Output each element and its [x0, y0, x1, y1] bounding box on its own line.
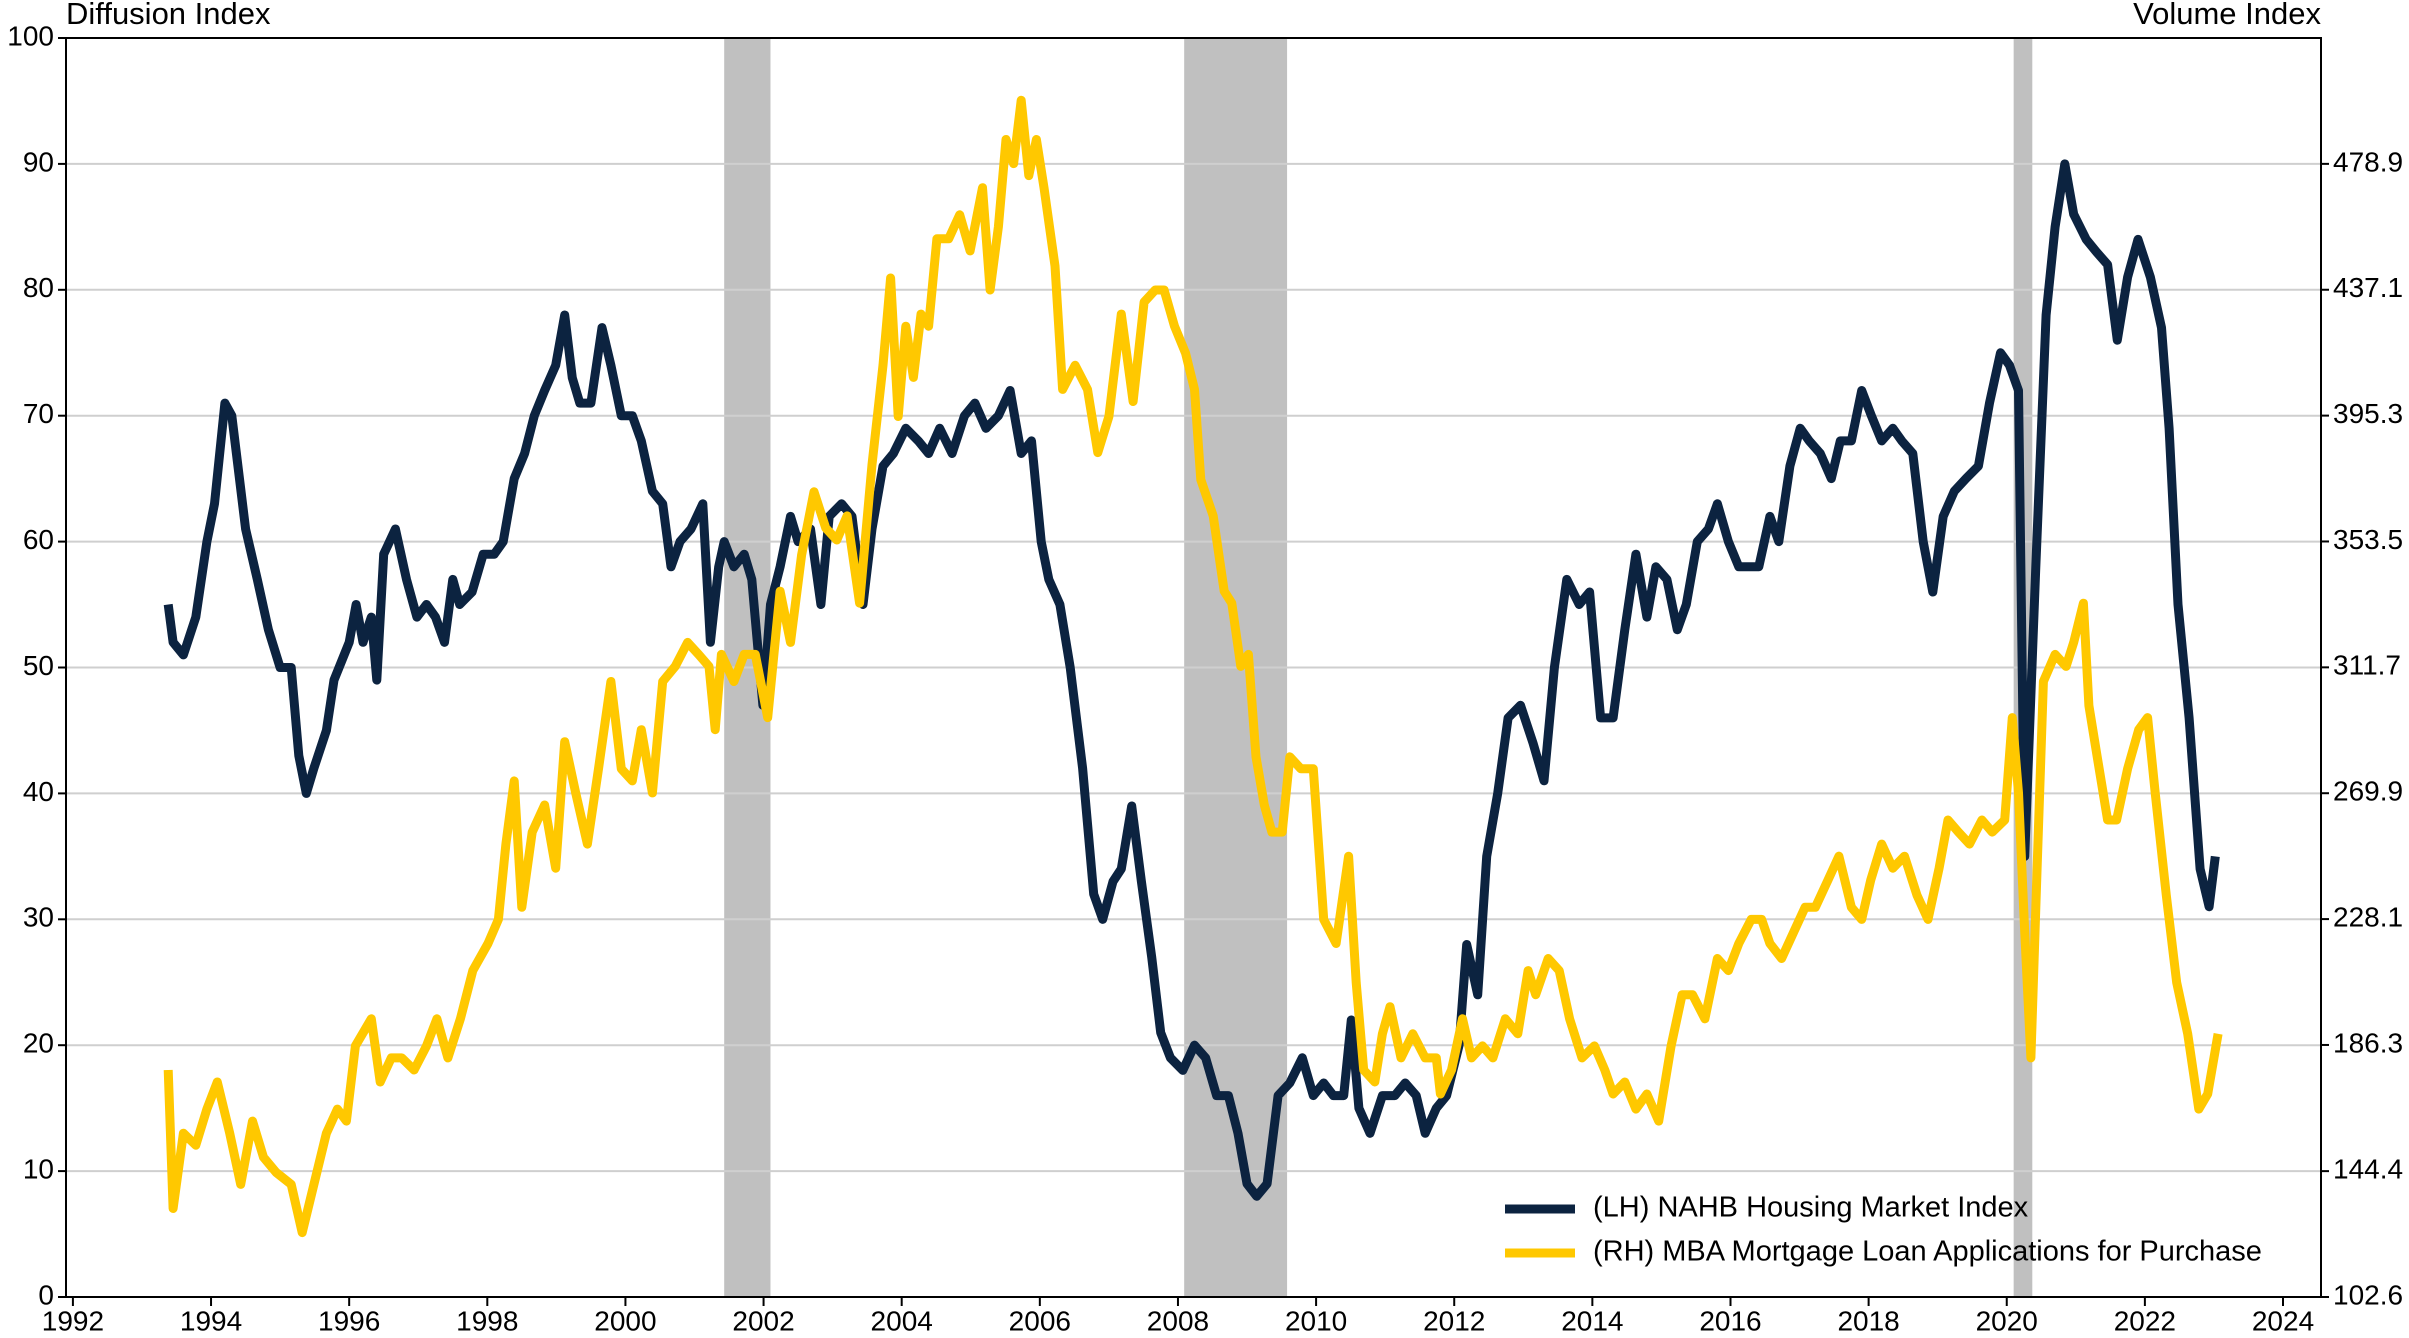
- y-tick-label: 30: [23, 902, 54, 933]
- y-tick-label: 10: [23, 1153, 54, 1184]
- x-tick-label: 2008: [1147, 1305, 1209, 1336]
- y-tick-label: 40: [23, 776, 54, 807]
- plot-frame: [65, 37, 2322, 1298]
- y-tick-label: 0: [38, 1279, 54, 1310]
- y2-tick-label: 437.1: [2333, 272, 2403, 303]
- x-tick-label: 2006: [1009, 1305, 1071, 1336]
- y2-tick-label: 102.6: [2333, 1279, 2403, 1310]
- y-tick-label: 20: [23, 1028, 54, 1059]
- y-tick-label: 50: [23, 650, 54, 681]
- plot: 0 10 20 30 40 50 60 70 80 90 100 102.6 144.4 186.3 228…: [7, 20, 2403, 1336]
- y2-tick-label: 353.5: [2333, 524, 2403, 555]
- y-tick-label: 60: [23, 524, 54, 555]
- x-tick-label: 2022: [2114, 1305, 2176, 1336]
- series-line: [163, 159, 2220, 1201]
- y2-axis-title: Volume Index: [2133, 0, 2321, 31]
- y-tick-label: 90: [23, 146, 54, 177]
- x-tick-label: 2002: [732, 1305, 794, 1336]
- x-tick-label: 2000: [594, 1305, 656, 1336]
- y-axis-title: Diffusion Index: [66, 0, 271, 31]
- y-tick-label: 80: [23, 272, 54, 303]
- y2-tick-label: 269.9: [2333, 776, 2403, 807]
- x-tick-label: 2010: [1285, 1305, 1347, 1336]
- y-tick-label: 100: [7, 20, 54, 51]
- y2-tick-label: 478.9: [2333, 146, 2403, 177]
- x-tick-label: 2020: [1976, 1305, 2038, 1336]
- y2-tick-label: 186.3: [2333, 1027, 2403, 1058]
- legend-label: (LH) NAHB Housing Market Index: [1593, 1192, 2029, 1224]
- y2-tick-label: 228.1: [2333, 901, 2403, 932]
- x-tick-label: 2004: [871, 1305, 933, 1336]
- x-tick-label: 1992: [42, 1305, 104, 1336]
- legend-label: (RH) MBA Mortgage Loan Applications for …: [1593, 1236, 2262, 1268]
- x-tick-label: 1998: [456, 1305, 518, 1336]
- x-tick-label: 1996: [318, 1305, 380, 1336]
- y2-tick-label: 395.3: [2333, 398, 2403, 429]
- x-tick-label: 2016: [1699, 1305, 1761, 1336]
- y2-tick-label: 144.4: [2333, 1154, 2403, 1185]
- y-tick-label: 70: [23, 398, 54, 429]
- x-tick-label: 2018: [1837, 1305, 1899, 1336]
- x-tick-label: 2014: [1561, 1305, 1623, 1336]
- series-line: [163, 95, 2223, 1238]
- x-tick-label: 2012: [1423, 1305, 1485, 1336]
- x-tick-label: 1994: [180, 1305, 242, 1336]
- y2-tick-label: 311.7: [2333, 650, 2401, 681]
- x-tick-label: 2024: [2252, 1305, 2314, 1336]
